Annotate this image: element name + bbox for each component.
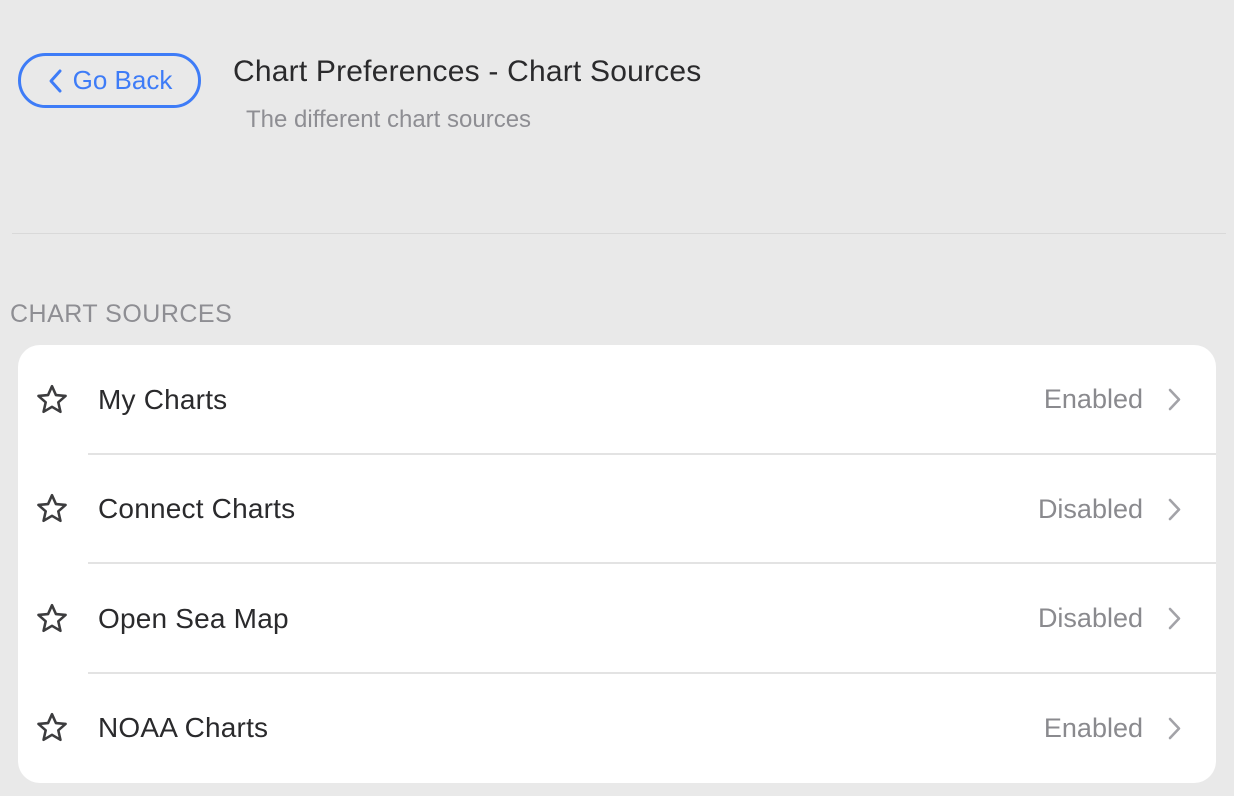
page-subtitle: The different chart sources [246,106,532,133]
chart-sources-card: My Charts Enabled Connect Charts Disable… [18,345,1216,783]
header-divider [12,233,1226,234]
section-label: CHART SOURCES [10,300,233,328]
chevron-left-icon [47,67,63,95]
list-item-open-sea-map[interactable]: Open Sea Map Disabled [18,564,1216,674]
go-back-label: Go Back [72,65,173,95]
source-status: Enabled [1043,712,1143,743]
source-status: Enabled [1043,384,1143,415]
source-status: Disabled [1037,493,1143,524]
list-item-my-charts[interactable]: My Charts Enabled [18,345,1216,455]
go-back-button[interactable]: Go Back [18,53,201,108]
source-name: My Charts [98,383,228,415]
list-item-noaa-charts[interactable]: NOAA Charts Enabled [18,674,1216,784]
header-titles: Chart Preferences - Chart Sources The di… [233,52,701,134]
source-status: Disabled [1037,603,1143,634]
source-name: Open Sea Map [98,602,289,634]
source-name: Connect Charts [98,493,296,525]
chevron-right-icon [1167,386,1182,413]
source-name: NOAA Charts [98,712,269,744]
chevron-right-icon [1167,605,1182,632]
list-item-connect-charts[interactable]: Connect Charts Disabled [18,455,1216,565]
chevron-right-icon [1167,715,1182,742]
star-icon [34,601,70,637]
chevron-right-icon [1167,496,1182,523]
star-icon [34,491,70,527]
page-title: Chart Preferences - Chart Sources [233,55,702,88]
star-icon [34,710,70,746]
star-icon [34,382,70,418]
